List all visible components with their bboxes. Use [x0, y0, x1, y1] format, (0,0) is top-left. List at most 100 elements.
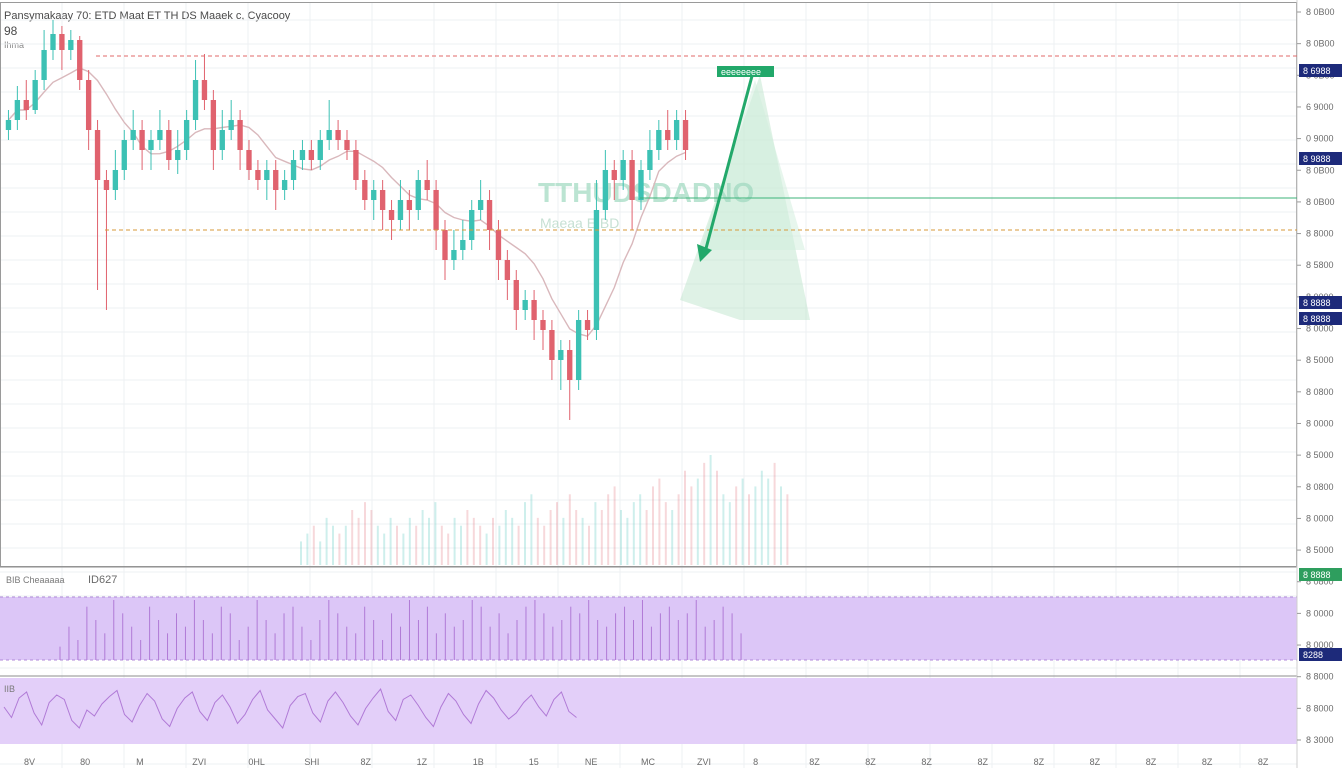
volume-bar: [402, 533, 405, 565]
volume-bar: [696, 478, 699, 565]
arrow-head: [697, 244, 712, 262]
candle-body: [531, 300, 537, 320]
volume-bars: [300, 455, 789, 565]
candle-body: [237, 120, 243, 150]
volume-bar: [357, 517, 360, 565]
candle-body: [175, 150, 181, 160]
volume-bar: [581, 517, 584, 565]
volume-bar: [511, 517, 514, 565]
time-tick-label: ZVI: [192, 757, 206, 767]
target-arrow[interactable]: [697, 75, 754, 262]
candle-body: [629, 160, 635, 200]
price-tick-label: 8 5000: [1306, 450, 1334, 460]
volume-bar: [524, 502, 526, 565]
candle-body: [575, 320, 582, 380]
price-tag-label: 8288: [1303, 650, 1323, 660]
price-tag-label: 8 6988: [1303, 66, 1331, 76]
candle-body: [397, 200, 404, 220]
watermark-subtitle: Maeaa EIBD: [540, 215, 619, 231]
candle-body: [371, 190, 377, 200]
volume-bar: [421, 510, 424, 565]
candle-body: [308, 150, 315, 160]
volume-bar: [453, 517, 456, 565]
target-label-box: [717, 66, 774, 77]
candle-body: [477, 200, 484, 210]
volume-bar: [760, 470, 763, 565]
price-tick-label: 8 5000: [1306, 545, 1334, 555]
candle-body: [433, 190, 439, 230]
price-tick-label: 8 0800: [1306, 577, 1334, 587]
candle-body: [620, 160, 626, 180]
time-tick-label: 15: [529, 757, 539, 767]
time-tick-label: 8Z: [977, 757, 988, 767]
indicator-bands: [0, 596, 1297, 744]
volume-bar: [645, 510, 648, 565]
time-tick-label: 1B: [473, 757, 484, 767]
candle-body: [228, 120, 234, 130]
volume-bar: [408, 517, 411, 565]
candle-body: [593, 210, 600, 330]
candle-body: [14, 100, 21, 120]
price-tick-label: 8 0800: [1306, 387, 1334, 397]
volume-bar: [466, 510, 469, 565]
candle-body: [183, 120, 190, 150]
volume-bar: [428, 517, 430, 565]
candle-body: [317, 140, 323, 160]
candle-body: [59, 34, 65, 50]
rsi-line: [3, 687, 577, 730]
candle-body: [469, 210, 475, 240]
volume-bar: [671, 510, 674, 565]
volume-bar: [754, 486, 757, 565]
interval-label: Ihma: [4, 40, 25, 50]
volume-bar: [677, 494, 680, 565]
candle-body: [602, 170, 609, 210]
candle-body: [540, 320, 546, 330]
volume-bar: [485, 533, 488, 565]
candle-body: [5, 120, 12, 130]
volume-bar: [741, 478, 744, 565]
volume-bar: [588, 525, 590, 565]
time-tick-label: 8Z: [1258, 757, 1269, 767]
time-tick-label: 8: [753, 757, 758, 767]
candle-body: [647, 150, 653, 170]
candle-body: [201, 80, 208, 100]
volume-bar: [530, 494, 533, 565]
time-tick-label: NE: [585, 757, 598, 767]
price-tick-label: 8 0B00: [1306, 7, 1335, 17]
price-tick-label: 8 8000: [1306, 703, 1334, 713]
volume-bar: [594, 502, 597, 565]
candle-body: [682, 120, 689, 150]
volume-bar: [536, 517, 539, 565]
price-tick-label: 8 0B00: [1306, 197, 1335, 207]
price-tick-label: 8 0000: [1306, 324, 1334, 334]
candle-body: [166, 130, 172, 160]
volume-bar: [383, 533, 386, 565]
volume-bar: [370, 510, 373, 565]
volume-bar: [639, 494, 642, 565]
time-tick-label: 8Z: [1090, 757, 1101, 767]
time-tick-label: MC: [641, 757, 655, 767]
volume-bar: [492, 517, 494, 565]
time-axis: 8V 80 M ZVI 0HL SHI 8Z 1Z 1B 15 NE MC ZVI 8 8Z 8Z 8Z 8Z 8Z…: [24, 757, 1269, 767]
volume-bar: [325, 517, 328, 565]
price-tag-label: 8 8888: [1303, 298, 1331, 308]
volume-bar: [434, 502, 437, 565]
volume-bar: [703, 462, 706, 565]
candle-body: [522, 300, 528, 310]
candle-body: [281, 180, 288, 190]
volume-bar: [652, 486, 654, 565]
symbol-title: Pansymakaay 70: ETD Maat ET TH DS Maaek …: [4, 10, 291, 22]
price-tick-label: 8 0800: [1306, 482, 1334, 492]
volume-bar: [716, 470, 718, 565]
volume-bar: [440, 525, 443, 565]
time-tick-label: 0HL: [248, 757, 265, 767]
candle-body: [255, 170, 261, 180]
candle-body: [85, 80, 92, 130]
price-tag-label: 8 8888: [1303, 314, 1331, 324]
price-tag-box: [1299, 296, 1342, 309]
candle-body: [23, 100, 29, 110]
candle-body: [673, 120, 680, 140]
price-tick-label: 6 9000: [1306, 102, 1334, 112]
